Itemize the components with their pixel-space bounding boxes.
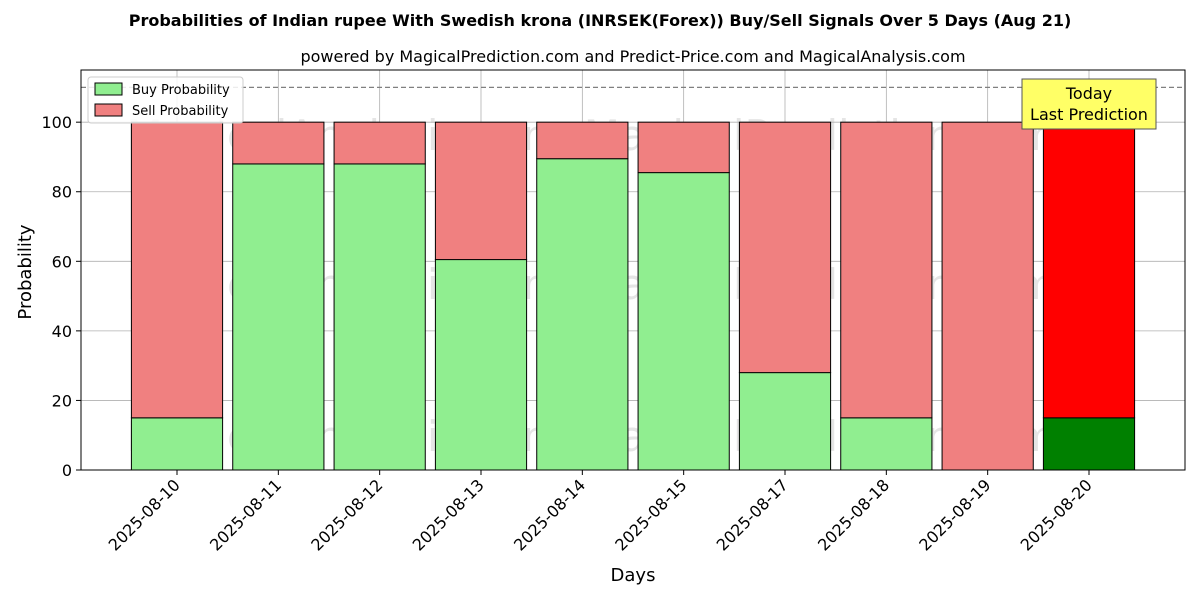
x-tick-label: 2025-08-12 bbox=[307, 475, 386, 554]
y-tick-label: 0 bbox=[62, 461, 72, 480]
annotation-line-2: Last Prediction bbox=[1030, 105, 1148, 124]
bar-sell-2025-08-12 bbox=[333, 121, 426, 165]
x-axis: 2025-08-10 2025-08-11 2025-08-12 2025-08-13… bbox=[105, 470, 1096, 555]
bar-buy-2025-08-12 bbox=[333, 163, 426, 471]
legend-label-sell: Sell Probability bbox=[132, 104, 229, 119]
legend-label-buy: Buy Probability bbox=[132, 83, 230, 98]
legend: Buy Probability Sell Probability bbox=[87, 76, 244, 124]
plot-frame bbox=[80, 69, 1186, 471]
y-tick-label: 60 bbox=[52, 252, 72, 271]
x-tick-label: 2025-08-19 bbox=[915, 475, 994, 554]
bar-sell-2025-08-15 bbox=[637, 121, 730, 174]
bar-sell-2025-08-11 bbox=[232, 121, 325, 165]
today-annotation: Today Last Prediction bbox=[1021, 78, 1157, 130]
x-tick-label: 2025-08-15 bbox=[611, 475, 690, 554]
y-tick-label: 20 bbox=[52, 391, 72, 410]
x-tick-label: 2025-08-17 bbox=[713, 475, 792, 554]
x-tick-label: 2025-08-14 bbox=[510, 475, 589, 554]
bar-sell-2025-08-17 bbox=[738, 121, 832, 374]
bar-buy-2025-08-20 bbox=[1042, 417, 1136, 471]
y-tick-label: 80 bbox=[52, 183, 72, 202]
bars-layer bbox=[130, 121, 1136, 471]
x-axis-label: Days bbox=[611, 565, 656, 586]
bar-buy-2025-08-15 bbox=[637, 172, 730, 471]
x-tick-label: 2025-08-13 bbox=[409, 475, 488, 554]
plot-area: MagicalAnalysis.comMagicalPrediction.com… bbox=[41, 69, 1186, 555]
bar-buy-2025-08-18 bbox=[840, 417, 933, 471]
y-tick-label: 40 bbox=[52, 322, 72, 341]
x-tick-label: 2025-08-10 bbox=[105, 475, 184, 554]
annotation-line-1: Today bbox=[1065, 84, 1112, 103]
y-axis-label: Probability bbox=[15, 224, 36, 319]
y-tick-label: 100 bbox=[41, 113, 72, 132]
legend-swatch-buy bbox=[94, 82, 123, 96]
x-tick-label: 2025-08-20 bbox=[1017, 475, 1096, 554]
legend-frame bbox=[87, 76, 244, 124]
bar-buy-2025-08-17 bbox=[738, 372, 832, 471]
annotation-box bbox=[1021, 78, 1157, 130]
bar-sell-2025-08-13 bbox=[434, 121, 528, 261]
bar-buy-2025-08-11 bbox=[232, 163, 325, 471]
chart-subtitle: powered by MagicalPrediction.com and Pre… bbox=[300, 47, 965, 66]
bar-buy-2025-08-13 bbox=[434, 259, 528, 471]
chart-title: Probabilities of Indian rupee With Swedi… bbox=[129, 11, 1072, 30]
x-tick-label: 2025-08-11 bbox=[206, 475, 285, 554]
bar-sell-2025-08-20 bbox=[1042, 121, 1136, 419]
bar-sell-2025-08-19 bbox=[941, 121, 1034, 471]
bar-sell-2025-08-10 bbox=[130, 121, 224, 419]
bar-sell-2025-08-18 bbox=[840, 121, 933, 419]
bar-buy-2025-08-10 bbox=[130, 417, 224, 471]
legend-swatch-sell bbox=[94, 103, 123, 117]
bar-buy-2025-08-14 bbox=[536, 158, 629, 471]
x-tick-label: 2025-08-18 bbox=[814, 475, 893, 554]
y-axis: 0 20 40 60 80 100 bbox=[41, 113, 81, 480]
bar-sell-2025-08-14 bbox=[536, 121, 629, 160]
